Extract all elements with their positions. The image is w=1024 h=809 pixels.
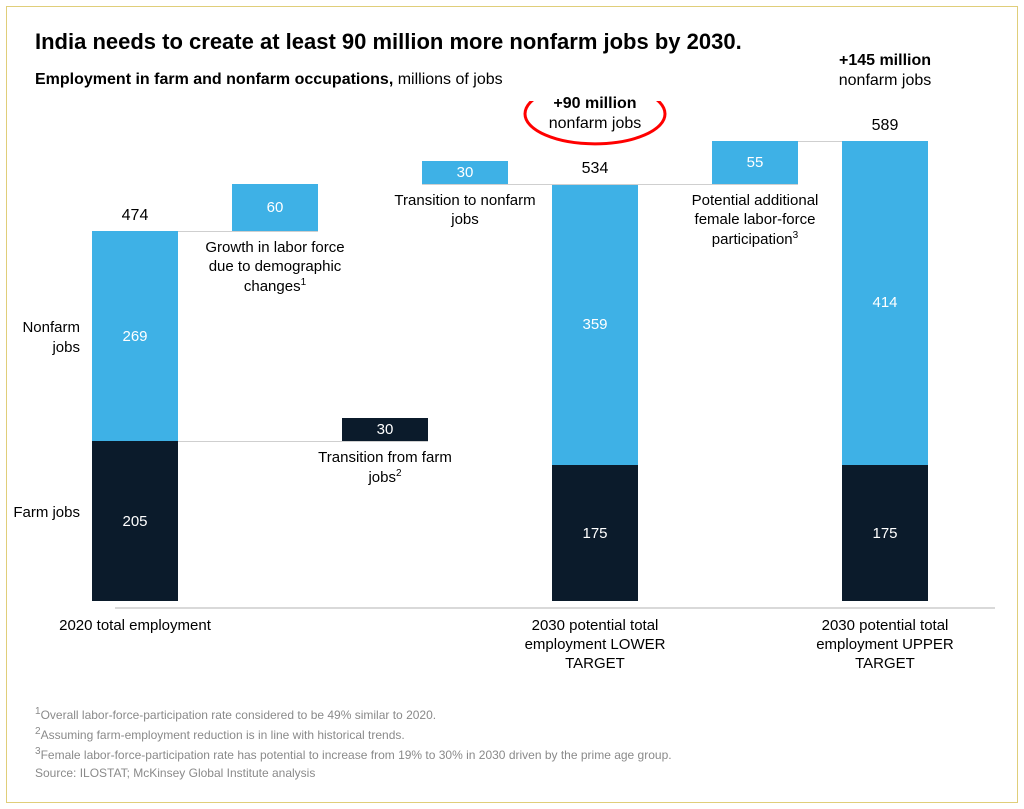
float-bar-label: Transition from farm jobs2 [310,449,460,488]
farm-segment: 175 [842,465,928,602]
nonfarm-segment: 269 [92,231,178,441]
waterfall-chart: 2692054742020 total employment3591755342… [35,101,995,661]
float-bar: 55 [712,141,798,184]
stacked-bar: 414175 [842,141,928,601]
connector-line [798,141,842,142]
connector-line [508,184,552,185]
footnote-1: 1Overall labor-force-participation rate … [35,704,989,724]
annotation: +90 millionnonfarm jobs [525,94,665,134]
footnote-2: 2Assuming farm-employment reduction is i… [35,724,989,744]
bar-total-label: 534 [552,160,638,178]
farm-segment: 205 [92,441,178,601]
footnote-source: Source: ILOSTAT; McKinsey Global Institu… [35,764,989,782]
subtitle-bold: Employment in farm and nonfarm occupatio… [35,71,393,88]
stacked-bar: 359175 [552,184,638,601]
legend-nonfarm: Nonfarm jobs [0,318,80,357]
bar-total-label: 474 [92,207,178,225]
connector-line [178,231,318,232]
bar-total-label: 589 [842,117,928,135]
footnotes: 1Overall labor-force-participation rate … [35,704,989,782]
bar-x-label: 2030 potential total employment LOWER TA… [510,617,680,673]
legend-farm: Farm jobs [0,503,80,523]
bar-x-label: 2030 potential total employment UPPER TA… [800,617,970,673]
float-bar-label: Transition to nonfarm jobs [390,192,540,230]
bar-x-label: 2020 total employment [50,617,220,636]
float-bar: 60 [232,184,318,231]
nonfarm-segment: 414 [842,141,928,464]
float-bar: 30 [342,418,428,441]
stacked-bar: 269205 [92,231,178,601]
annotation: +145 millionnonfarm jobs [815,51,955,91]
nonfarm-segment: 359 [552,184,638,464]
x-axis-line [115,607,995,609]
farm-segment: 175 [552,465,638,602]
connector-line [638,184,712,185]
subtitle-rest: millions of jobs [393,71,502,88]
connector-line [178,441,428,442]
float-bar-label: Growth in labor force due to demographic… [200,239,350,296]
float-bar: 30 [422,161,508,184]
float-bar-label: Potential additional female labor-force … [680,192,830,249]
footnote-3: 3Female labor-force-participation rate h… [35,744,989,764]
